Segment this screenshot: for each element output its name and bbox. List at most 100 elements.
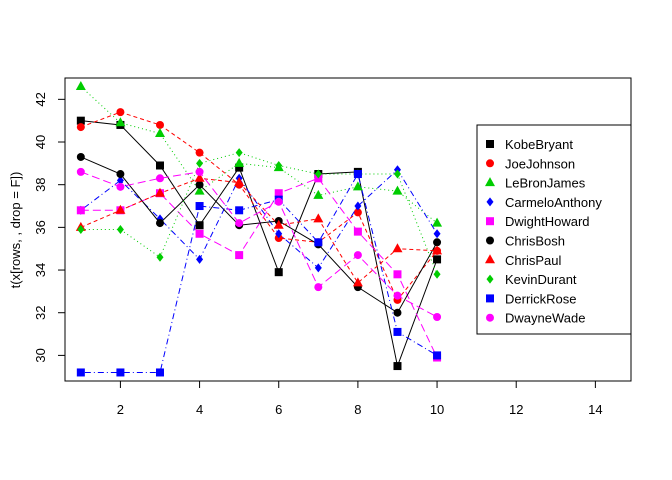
x-tick-label: 12 bbox=[509, 402, 523, 417]
series-DwayneWade bbox=[76, 167, 442, 321]
legend-label: KobeBryant bbox=[505, 137, 573, 152]
data-point bbox=[76, 167, 85, 176]
data-point bbox=[393, 327, 402, 336]
series-line bbox=[80, 120, 438, 368]
data-point bbox=[314, 263, 322, 273]
data-point bbox=[76, 116, 85, 125]
data-point bbox=[116, 368, 125, 377]
y-tick-label: 36 bbox=[33, 220, 48, 234]
data-point bbox=[235, 219, 244, 228]
data-point bbox=[196, 158, 204, 168]
series-line bbox=[80, 152, 438, 275]
data-point bbox=[235, 163, 244, 172]
series-LeBronJames bbox=[75, 81, 443, 227]
y-tick-label: 42 bbox=[33, 92, 48, 106]
data-point bbox=[433, 238, 442, 247]
legend-label: KevinDurant bbox=[505, 272, 577, 287]
legend-marker bbox=[486, 197, 494, 207]
x-tick-label: 8 bbox=[354, 402, 361, 417]
data-point bbox=[115, 204, 126, 214]
data-point bbox=[432, 245, 443, 255]
data-point bbox=[273, 219, 284, 229]
data-point bbox=[275, 229, 283, 239]
data-point bbox=[155, 120, 164, 129]
data-point bbox=[234, 177, 245, 187]
data-point bbox=[115, 117, 126, 127]
series-ChrisPaul bbox=[75, 172, 443, 287]
legend-marker bbox=[486, 294, 494, 303]
legend-marker bbox=[486, 236, 494, 245]
data-point bbox=[393, 169, 401, 179]
data-point bbox=[235, 251, 244, 260]
legend-marker bbox=[486, 217, 494, 226]
y-tick-label: 40 bbox=[33, 135, 48, 149]
data-point bbox=[235, 206, 244, 215]
series-line bbox=[80, 156, 438, 314]
data-point bbox=[353, 208, 362, 217]
y-tick-label: 30 bbox=[33, 348, 48, 362]
data-point bbox=[235, 148, 243, 158]
y-tick-label: 38 bbox=[33, 177, 48, 191]
data-point bbox=[155, 174, 164, 183]
data-point bbox=[116, 170, 125, 179]
data-point bbox=[274, 268, 283, 277]
data-point bbox=[116, 225, 124, 234]
x-tick-label: 14 bbox=[588, 402, 602, 417]
data-point bbox=[433, 229, 441, 239]
data-point bbox=[393, 362, 402, 371]
data-point bbox=[155, 161, 164, 170]
series-line bbox=[80, 111, 438, 301]
data-point bbox=[433, 312, 442, 321]
data-point bbox=[76, 206, 85, 215]
data-point bbox=[274, 189, 283, 198]
data-point bbox=[392, 185, 403, 195]
data-point bbox=[195, 221, 204, 230]
legend-label: LeBronJames bbox=[505, 176, 586, 191]
data-point bbox=[352, 277, 363, 287]
data-point bbox=[194, 172, 205, 182]
data-point bbox=[154, 187, 165, 197]
data-point bbox=[234, 157, 245, 167]
legend-label: DerrickRose bbox=[505, 291, 577, 306]
legend-box bbox=[476, 124, 632, 335]
legend-label: ChrisBosh bbox=[505, 234, 565, 249]
data-point bbox=[76, 368, 85, 377]
data-point bbox=[194, 185, 205, 195]
legend-marker bbox=[486, 313, 494, 322]
data-point bbox=[116, 182, 125, 191]
data-point bbox=[275, 160, 283, 170]
data-point bbox=[392, 243, 403, 253]
legend: KobeBryant JoeJohnson LeBronJames CarmeloAn… bbox=[476, 124, 632, 335]
axes: 2 4 6 8 10 12 14 30 32 34 36 38 40 42 bbox=[33, 92, 603, 417]
data-point bbox=[393, 308, 402, 317]
legend-marker bbox=[485, 177, 495, 187]
data-point bbox=[155, 219, 164, 228]
data-point bbox=[314, 283, 323, 292]
data-point bbox=[354, 201, 362, 211]
data-point bbox=[76, 152, 85, 161]
data-point bbox=[195, 229, 204, 238]
data-point bbox=[195, 148, 204, 157]
legend-label: JoeJohnson bbox=[505, 156, 575, 171]
series-DwightHoward bbox=[76, 174, 442, 362]
data-point bbox=[433, 351, 442, 360]
legend-label: CarmeloAnthony bbox=[505, 195, 602, 210]
series-line bbox=[80, 171, 438, 318]
data-point bbox=[352, 181, 363, 191]
series-DerrickRose bbox=[76, 170, 442, 377]
series-layer bbox=[75, 81, 443, 377]
series-line bbox=[80, 177, 438, 284]
data-point bbox=[432, 217, 443, 227]
series-line bbox=[80, 168, 438, 269]
data-point bbox=[393, 291, 402, 300]
data-point bbox=[195, 167, 204, 176]
x-tick-label: 2 bbox=[117, 402, 124, 417]
data-point bbox=[314, 238, 323, 247]
legend-marker bbox=[486, 140, 494, 148]
series-ChrisBosh bbox=[76, 152, 442, 317]
data-point bbox=[313, 189, 324, 199]
data-point bbox=[314, 169, 322, 179]
data-point bbox=[313, 213, 324, 223]
data-point bbox=[77, 225, 85, 234]
